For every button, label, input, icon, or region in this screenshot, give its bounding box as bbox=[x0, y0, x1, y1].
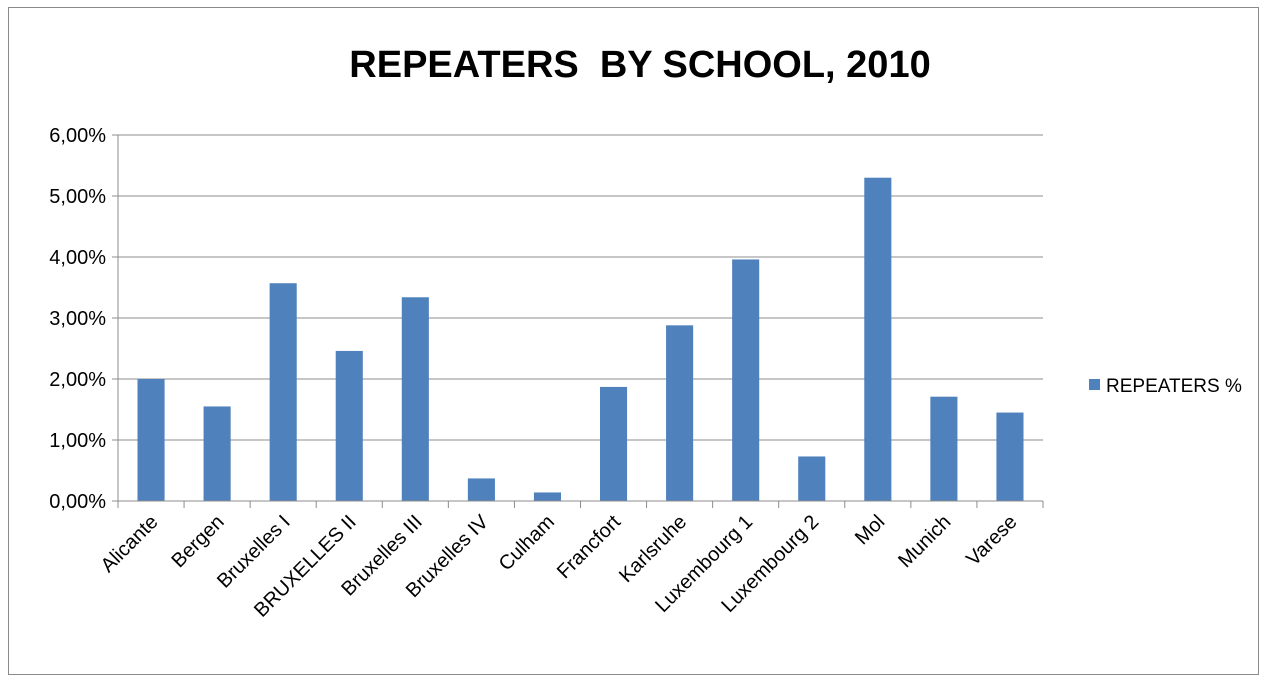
bar bbox=[864, 177, 892, 501]
bar bbox=[732, 259, 760, 501]
x-tick-label: Varese bbox=[962, 511, 1021, 570]
x-tick-label: Mol bbox=[851, 511, 889, 549]
y-tick-label: 4,00% bbox=[49, 247, 106, 269]
bar bbox=[533, 492, 562, 501]
bar bbox=[401, 297, 429, 501]
y-tick-label: 0,00% bbox=[49, 491, 106, 513]
legend-label: REPEATERS % bbox=[1106, 376, 1242, 397]
bar bbox=[203, 406, 231, 501]
y-tick-label: 6,00% bbox=[49, 125, 106, 147]
bar bbox=[467, 478, 495, 501]
bar bbox=[599, 386, 628, 501]
bar bbox=[666, 325, 694, 501]
chart-frame bbox=[8, 7, 1259, 675]
y-axis: 0,00% 1,00% 2,00% 3,00% 4,00% 5,00% 6,00% bbox=[49, 125, 119, 513]
bar bbox=[930, 396, 958, 501]
x-tick-label: Culham bbox=[495, 511, 559, 575]
bar bbox=[269, 283, 297, 501]
x-tick-label: Bergen bbox=[167, 511, 228, 572]
legend-swatch bbox=[1089, 379, 1100, 390]
bar bbox=[996, 412, 1024, 501]
chart-title: REPEATERS BY SCHOOL, 2010 bbox=[349, 44, 930, 86]
bar bbox=[335, 350, 363, 501]
bars bbox=[137, 177, 1024, 501]
x-tick-label: Munich bbox=[894, 511, 955, 572]
legend: REPEATERS % bbox=[1089, 376, 1242, 397]
bar bbox=[798, 456, 826, 501]
y-tick-label: 3,00% bbox=[49, 308, 106, 330]
y-tick-label: 5,00% bbox=[49, 186, 106, 208]
y-tick-label: 2,00% bbox=[49, 369, 106, 391]
y-tick-label: 1,00% bbox=[49, 430, 106, 452]
bar bbox=[137, 379, 165, 501]
x-tick-label: Alicante bbox=[97, 511, 163, 577]
gridlines bbox=[118, 134, 1043, 441]
